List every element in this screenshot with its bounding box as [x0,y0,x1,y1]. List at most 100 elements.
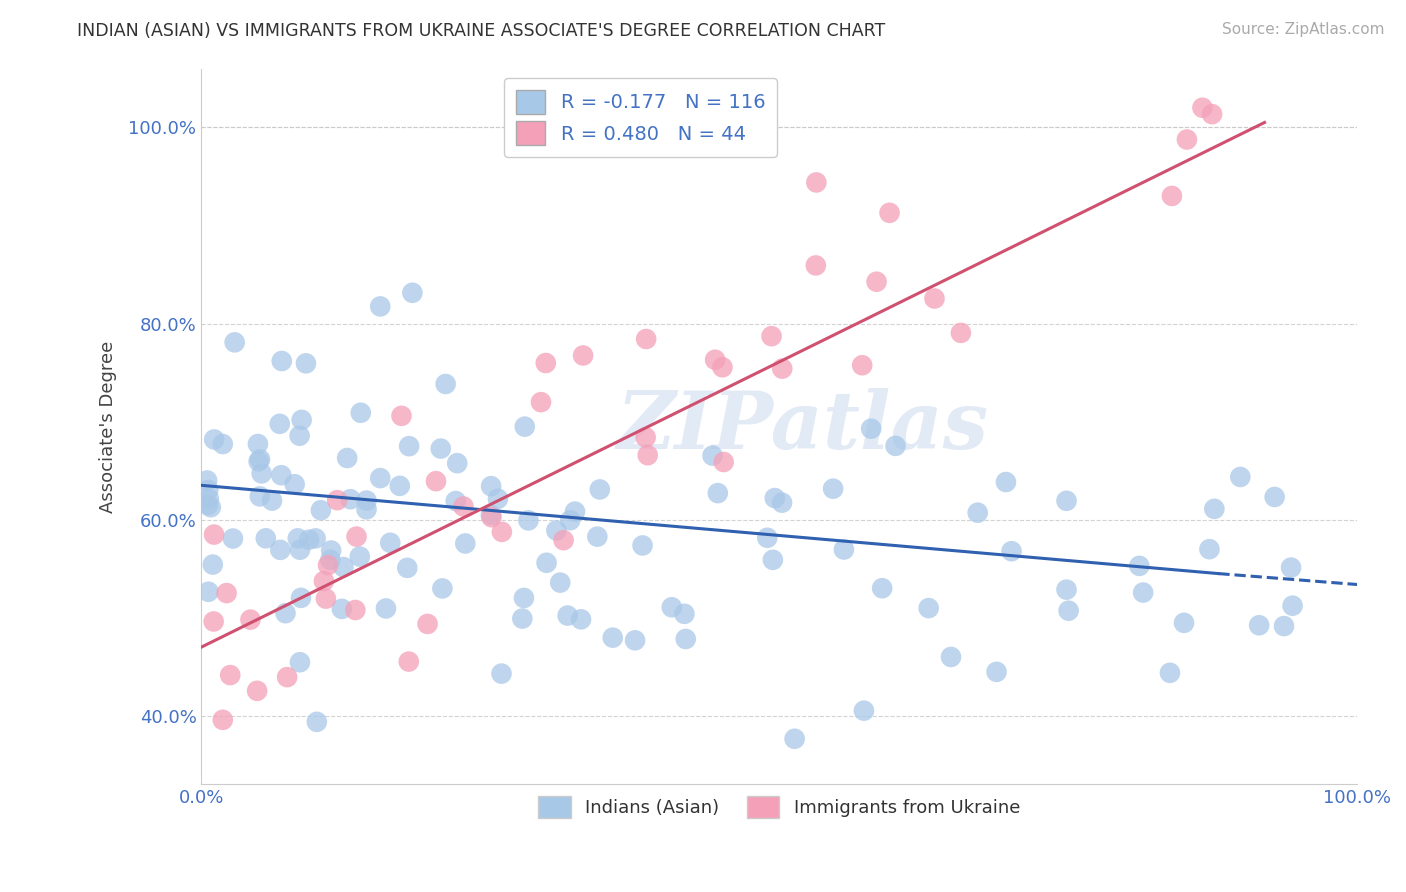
Point [295,356,318,370]
Point [548,575,571,590]
Point [884,439,907,453]
Point [832,542,855,557]
Point [270,468,292,483]
Point [315,591,337,606]
Point [1128,558,1150,573]
Point [637,448,659,462]
Point [707,486,730,500]
Point [756,531,779,545]
Point [336,450,359,465]
Point [312,574,335,588]
Point [274,606,297,620]
Point [1056,493,1078,508]
Point [761,329,783,343]
Point [197,584,219,599]
Point [636,332,658,346]
Point [1000,544,1022,558]
Point [202,527,225,541]
Point [444,494,467,508]
Point [332,560,354,574]
Point [673,607,696,621]
Point [851,358,873,372]
Point [339,492,361,507]
Point [1249,618,1271,632]
Point [602,631,624,645]
Point [1281,599,1303,613]
Point [513,419,536,434]
Point [870,581,893,595]
Point [349,549,371,564]
Point [783,731,806,746]
Point [396,561,419,575]
Point [304,532,326,546]
Point [986,665,1008,679]
Point [530,395,553,409]
Point [247,454,270,468]
Point [1204,501,1226,516]
Point [309,503,332,517]
Point [491,524,513,539]
Point [763,491,786,505]
Point [1056,582,1078,597]
Point [939,649,962,664]
Point [368,300,391,314]
Text: INDIAN (ASIAN) VS IMMIGRANTS FROM UKRAINE ASSOCIATE'S DEGREE CORRELATION CHART: INDIAN (ASIAN) VS IMMIGRANTS FROM UKRAIN… [77,22,886,40]
Point [326,493,349,508]
Text: Source: ZipAtlas.com: Source: ZipAtlas.com [1222,22,1385,37]
Point [249,489,271,503]
Point [1191,101,1213,115]
Point [254,531,277,545]
Point [276,670,298,684]
Text: ZIPatlas: ZIPatlas [616,388,988,466]
Point [398,655,420,669]
Point [356,502,378,516]
Point [1272,619,1295,633]
Point [291,413,314,427]
Point [269,417,291,431]
Point [368,471,391,485]
Point [249,452,271,467]
Point [356,493,378,508]
Point [860,422,883,436]
Point [517,513,540,527]
Point [1161,189,1184,203]
Point [569,612,592,626]
Point [1201,107,1223,121]
Point [589,483,612,497]
Point [491,666,513,681]
Point [770,496,793,510]
Point [804,259,827,273]
Point [1173,615,1195,630]
Point [1198,542,1220,557]
Point [215,586,238,600]
Point [865,275,887,289]
Point [479,479,502,493]
Point [634,430,657,444]
Point [454,536,477,550]
Y-axis label: Associate's Degree: Associate's Degree [100,341,117,513]
Point [401,285,423,300]
Point [486,491,509,506]
Point [1264,490,1286,504]
Point [260,493,283,508]
Point [512,611,534,625]
Point [713,455,735,469]
Point [284,477,307,491]
Point [560,513,582,527]
Point [852,704,875,718]
Point [546,524,568,538]
Point [198,491,221,506]
Point [1229,470,1251,484]
Point [288,542,311,557]
Point [994,475,1017,489]
Point [453,500,475,514]
Point [224,335,246,350]
Point [479,508,502,522]
Point [966,506,988,520]
Point [572,349,595,363]
Point [1279,560,1302,574]
Point [1159,665,1181,680]
Point [222,532,245,546]
Point [246,683,269,698]
Point [534,356,557,370]
